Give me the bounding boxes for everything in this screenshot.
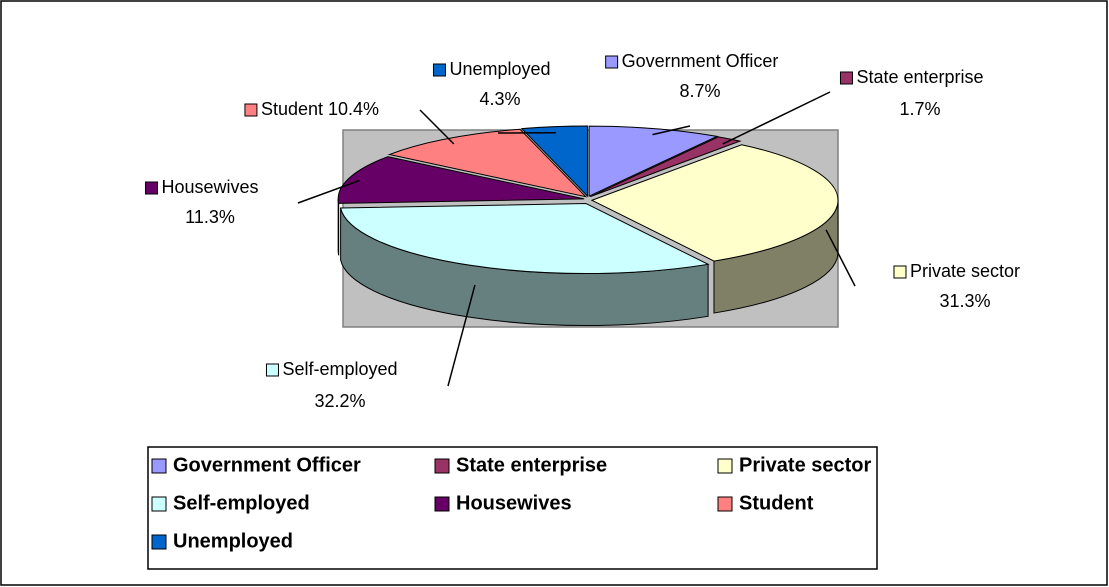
data-label: Private sector — [910, 261, 1020, 281]
data-label-category: Government Officer — [622, 51, 779, 71]
slice — [387, 128, 588, 198]
leader-line — [419, 109, 455, 145]
legend-label: Unemployed — [173, 530, 293, 552]
data-label: Student 10.4% — [261, 99, 379, 119]
leader-line — [652, 125, 691, 136]
legend-label: State enterprise — [456, 454, 607, 476]
data-label-value: 32.2% — [314, 391, 365, 411]
legend-label: Student — [739, 492, 814, 514]
legend-swatch — [151, 496, 167, 512]
legend-swatch — [434, 496, 450, 512]
slice-side — [337, 198, 340, 256]
data-label-category: Housewives — [161, 177, 258, 197]
legend-label: Self-employed — [173, 492, 310, 514]
data-label: Unemployed — [449, 59, 550, 79]
data-label-value: 10.4% — [328, 99, 379, 119]
label-swatch — [432, 63, 446, 77]
data-label: Housewives — [161, 177, 258, 197]
data-label-category: Private sector — [910, 261, 1020, 281]
legend-label: Private sector — [739, 454, 872, 476]
legend-label: Government Officer — [173, 454, 361, 476]
data-label-category: Self-employed — [282, 359, 397, 379]
legend-swatch — [151, 458, 167, 474]
data-label-category: Unemployed — [449, 59, 550, 79]
leader-line — [447, 284, 476, 387]
legend-swatch — [717, 496, 733, 512]
legend-swatch — [434, 458, 450, 474]
slice — [520, 125, 588, 198]
slice — [590, 144, 839, 262]
data-label-value: 11.3% — [185, 207, 235, 227]
leader-line — [297, 179, 360, 204]
label-swatch — [839, 71, 853, 85]
label-swatch — [893, 265, 907, 279]
data-label: State enterprise — [856, 67, 983, 87]
data-label-category: Student — [261, 99, 323, 119]
data-label-value: 1.7% — [899, 99, 940, 119]
slice — [588, 125, 719, 197]
label-swatch — [244, 103, 258, 117]
data-label-value: 8.7% — [679, 81, 720, 101]
leader-line — [722, 91, 831, 145]
data-label-value: 4.3% — [479, 89, 520, 109]
legend-label: Housewives — [456, 492, 572, 514]
legend-swatch — [717, 458, 733, 474]
legend-swatch — [151, 534, 167, 550]
data-label: Self-employed — [282, 359, 397, 379]
label-swatch — [605, 55, 619, 69]
label-swatch — [144, 181, 158, 195]
data-label-category: State enterprise — [856, 67, 983, 87]
leader-line — [825, 229, 856, 287]
slice — [339, 203, 710, 275]
data-label-value: 31.3% — [939, 291, 990, 311]
legend-box — [147, 446, 878, 570]
slice — [337, 156, 585, 204]
slice — [590, 136, 742, 198]
label-swatch — [265, 363, 279, 377]
data-label: Government Officer — [622, 51, 779, 71]
